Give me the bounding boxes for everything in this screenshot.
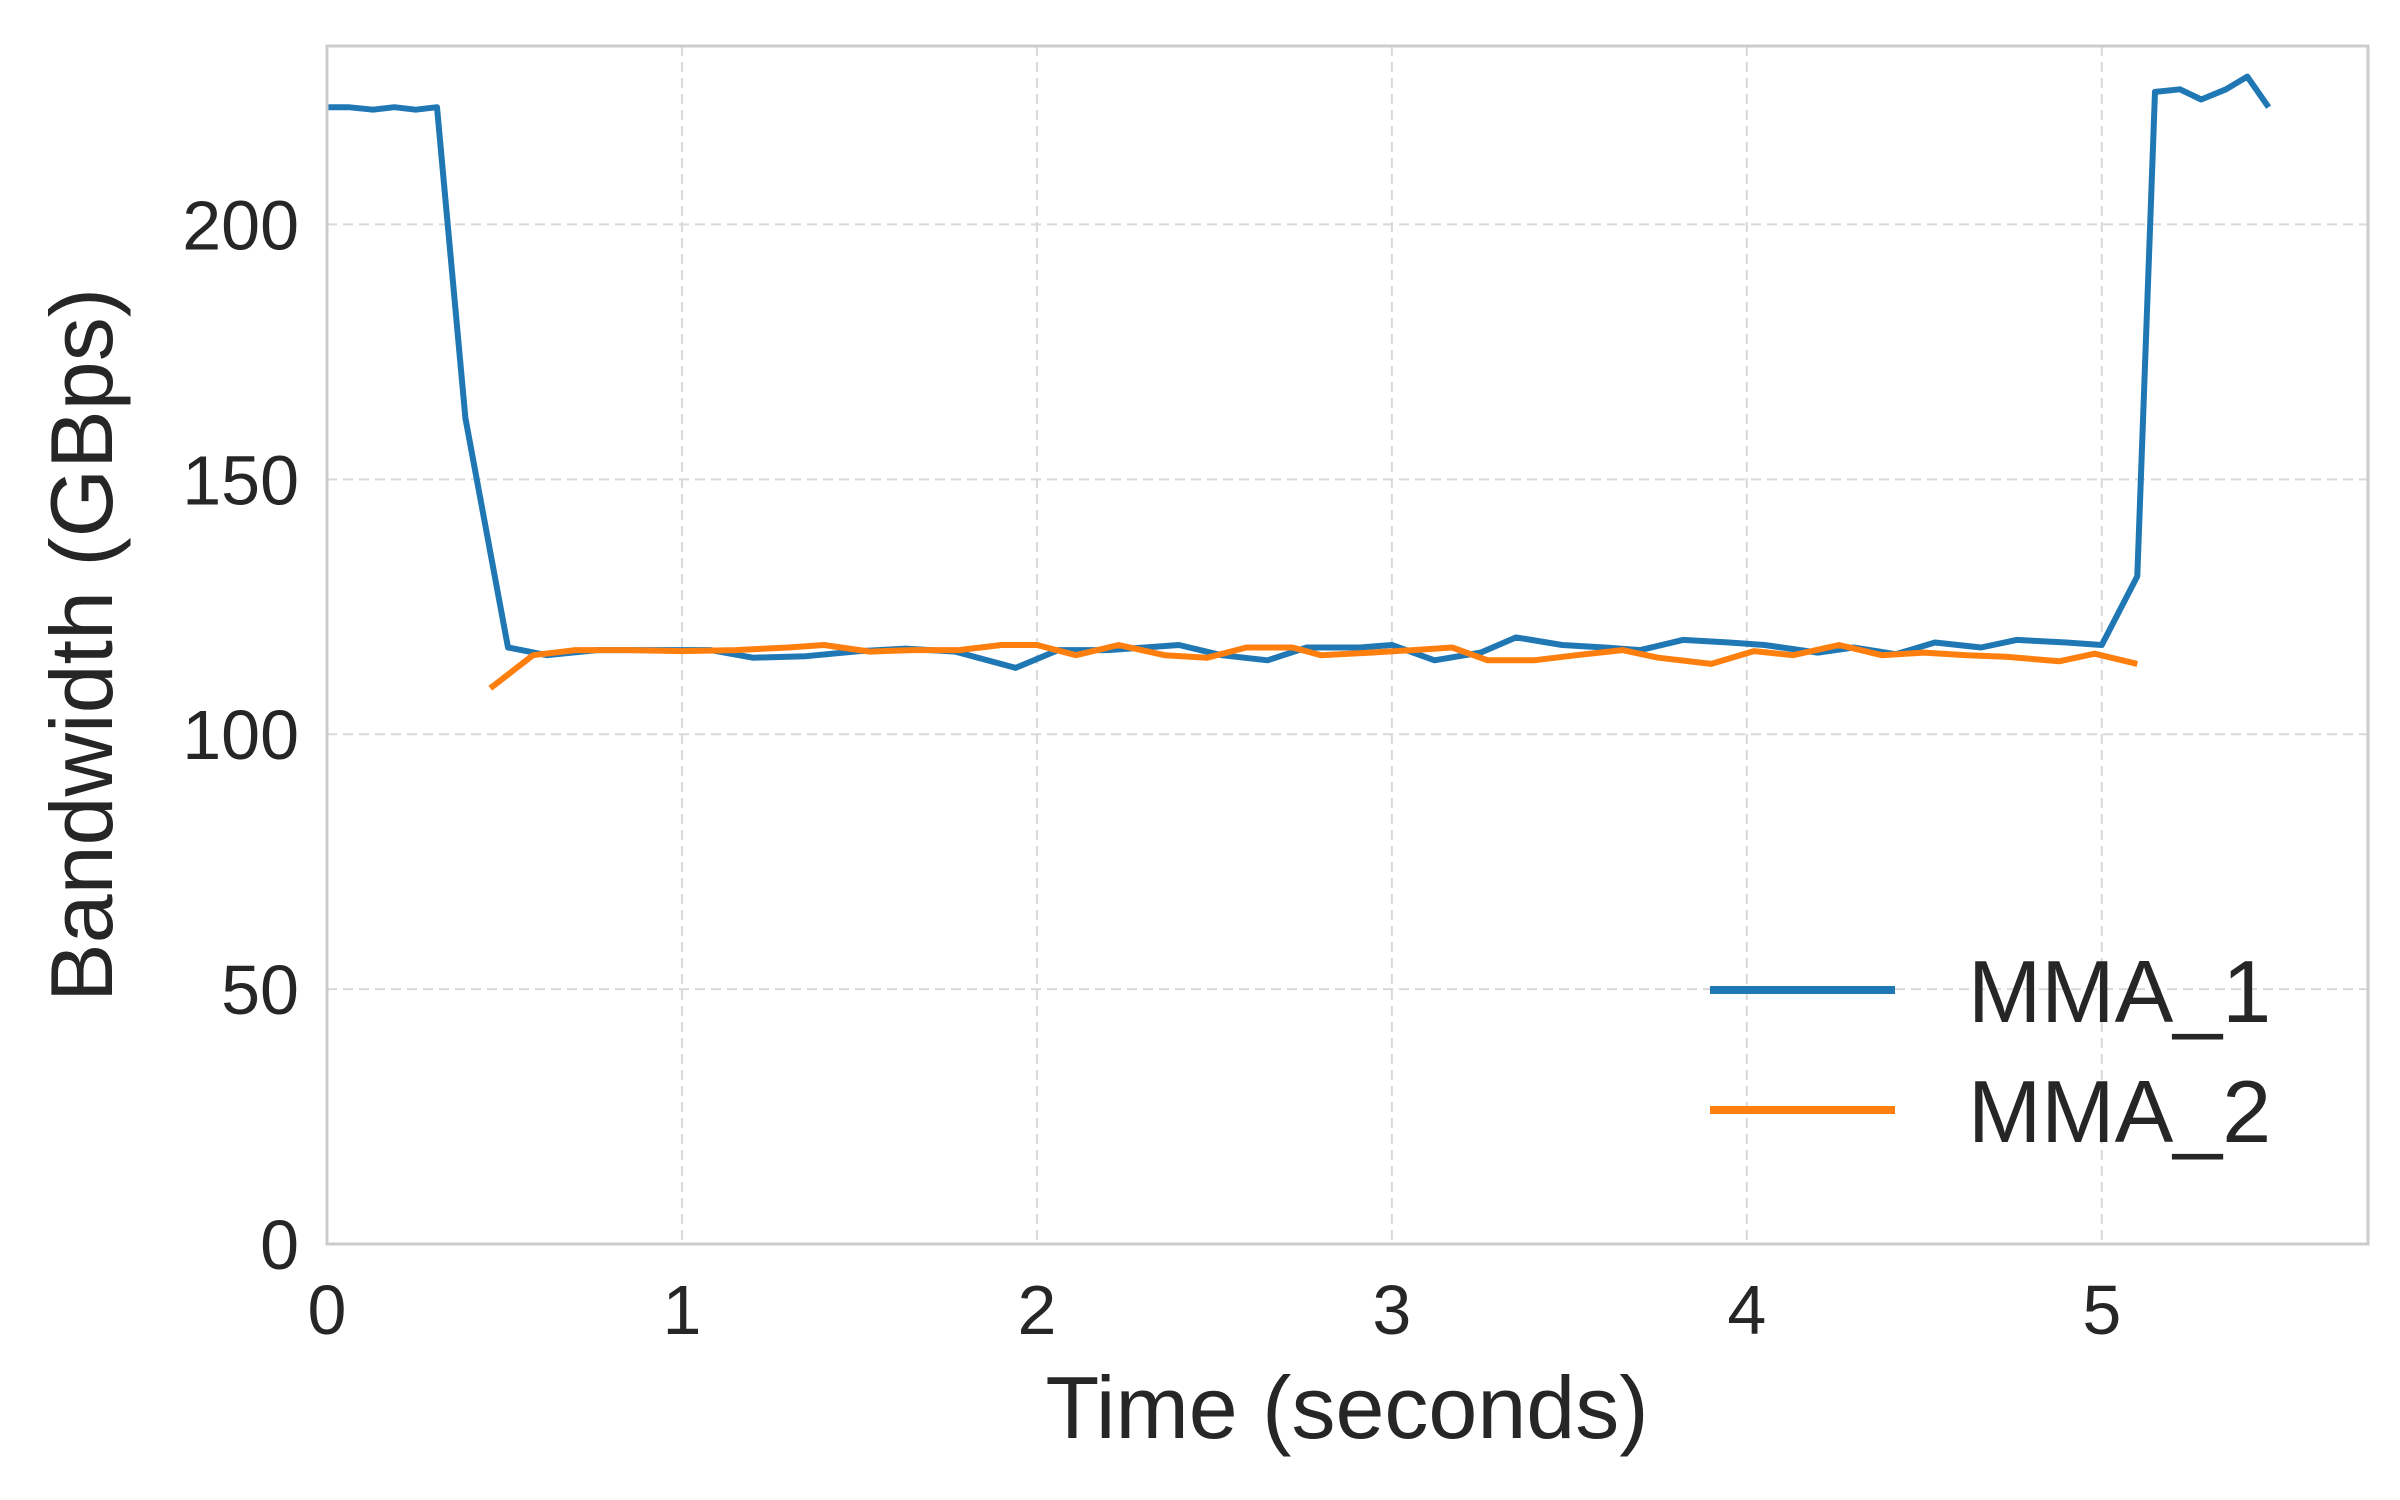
x-tick-label: 0: [308, 1271, 347, 1349]
y-tick-label: 150: [182, 441, 299, 519]
x-tick-label: 4: [1727, 1271, 1766, 1349]
x-tick-label: 2: [1017, 1271, 1056, 1349]
y-tick-label: 0: [260, 1206, 299, 1284]
x-tick-label: 1: [662, 1271, 701, 1349]
series-line-mma-2: [488, 642, 2138, 691]
plot-frame: [325, 44, 2370, 1246]
legend-label: MMA_2: [1968, 1062, 2271, 1161]
y-axis-label: Bandwidth (GBps): [32, 288, 131, 1002]
y-tick-label: 200: [182, 186, 299, 264]
series-lines: [327, 73, 2272, 691]
y-tick-label: 100: [182, 696, 299, 774]
legend-label: MMA_1: [1968, 942, 2271, 1041]
x-axis-label: Time (seconds): [1045, 1358, 1648, 1457]
y-tick-label: 50: [221, 951, 299, 1029]
legend: MMA_1 MMA_2: [1710, 942, 2271, 1161]
x-tick-label: 3: [1372, 1271, 1411, 1349]
x-tick-label: 5: [2082, 1271, 2121, 1349]
